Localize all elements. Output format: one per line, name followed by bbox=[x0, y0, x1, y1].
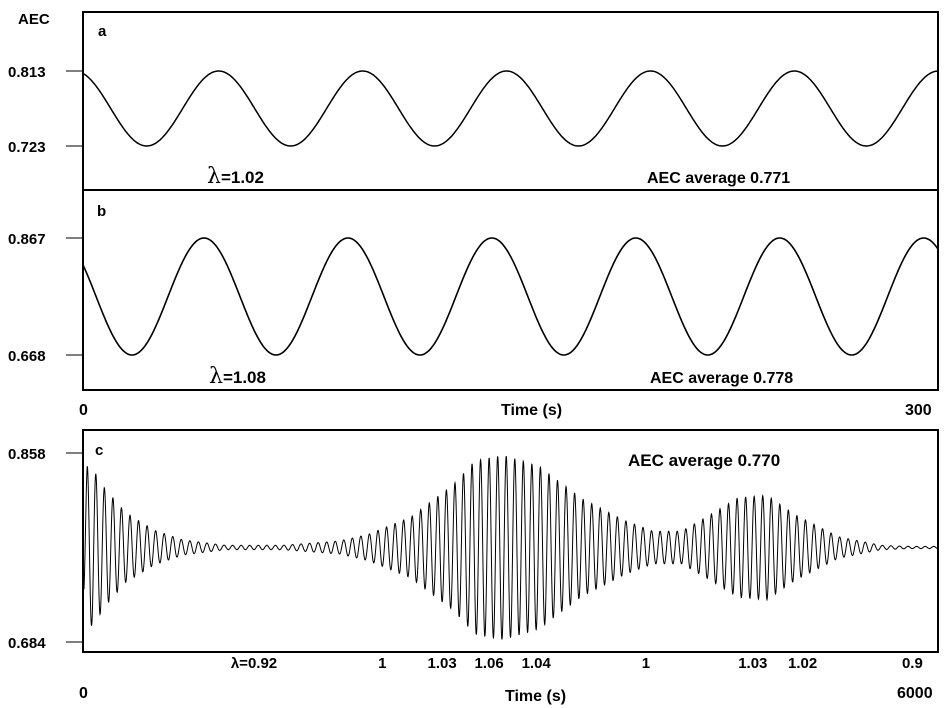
lambda-label-c-3: 1.06 bbox=[474, 655, 503, 672]
x-tick-c-end: 6000 bbox=[897, 685, 933, 702]
panel-c-frame bbox=[82, 429, 939, 653]
y-tick-a-bottom: 0.723 bbox=[8, 139, 46, 156]
x-tick-ab-start: 0 bbox=[79, 402, 88, 419]
x-axis-label-c: Time (s) bbox=[505, 688, 566, 705]
panel-c-label: c bbox=[95, 442, 103, 459]
average-b: AEC average 0.778 bbox=[650, 370, 793, 387]
series-line-a bbox=[82, 70, 939, 147]
y-tick-c-top: 0.858 bbox=[8, 446, 46, 463]
x-tick-ab-end: 300 bbox=[905, 402, 932, 419]
lambda-label-c-5: 1 bbox=[642, 655, 650, 672]
lambda-a: λ=1.02 bbox=[207, 164, 264, 189]
y-tick-b-bottom: 0.668 bbox=[8, 348, 46, 365]
lambda-b: λ=1.08 bbox=[209, 364, 266, 389]
x-tick-c-start: 0 bbox=[79, 685, 88, 702]
series-line-b bbox=[82, 237, 939, 356]
average-a: AEC average 0.771 bbox=[647, 170, 790, 187]
panel-a-label: a bbox=[98, 23, 107, 40]
lambda-label-c-8: 0.9 bbox=[902, 655, 923, 672]
lambda-label-c-6: 1.03 bbox=[738, 655, 767, 672]
lambda-label-c-2: 1.03 bbox=[427, 655, 456, 672]
panel-b-label: b bbox=[97, 203, 106, 220]
lambda-label-c-7: 1.02 bbox=[788, 655, 817, 672]
lambda-labels-c: λ=0.92 1 1.03 1.06 1.04 1 1.03 1.02 0.9 bbox=[231, 655, 923, 672]
y-tick-b-top: 0.867 bbox=[8, 231, 46, 248]
y-tick-c-bottom: 0.684 bbox=[8, 635, 46, 652]
series-line-c bbox=[83, 455, 938, 640]
panel-b-frame bbox=[82, 189, 939, 391]
lambda-label-c-0: λ=0.92 bbox=[231, 655, 277, 672]
lambda-label-c-4: 1.04 bbox=[522, 655, 552, 672]
y-axis-label: AEC bbox=[18, 11, 50, 28]
x-axis-label-ab: Time (s) bbox=[501, 402, 562, 419]
lambda-label-c-1: 1 bbox=[378, 655, 386, 672]
y-tick-a-top: 0.813 bbox=[8, 64, 46, 81]
average-c: AEC average 0.770 bbox=[628, 451, 780, 470]
y-tick-marks bbox=[66, 70, 83, 643]
